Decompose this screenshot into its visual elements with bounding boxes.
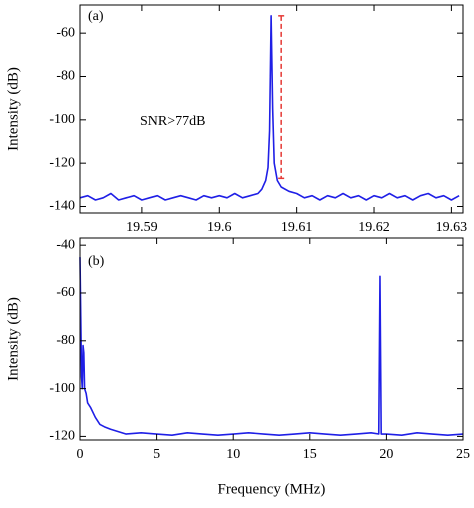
y-tick-label: -60 (56, 285, 75, 300)
plot-frame (79, 4, 464, 214)
plot-frame (79, 237, 464, 441)
annotation: (b) (88, 254, 105, 269)
x-tick-label: 0 (77, 447, 84, 462)
y-tick-label: -100 (49, 112, 75, 127)
x-tick-label: 20 (379, 447, 393, 462)
x-axis-label: Frequency (MHz) (218, 481, 326, 497)
x-tick-label: 10 (226, 447, 240, 462)
y-tick-label: -80 (56, 69, 75, 84)
annotation: (a) (88, 9, 104, 24)
y-tick-label: -140 (49, 199, 75, 214)
y-tick-label: -80 (56, 333, 75, 348)
x-tick-label: 19.61 (281, 220, 313, 235)
y-tick-label: -120 (49, 429, 75, 444)
x-tick-label: 19.6 (207, 220, 232, 235)
y-tick-label: -100 (49, 381, 75, 396)
x-tick-label: 5 (153, 447, 160, 462)
annotation: SNR>77dB (140, 114, 205, 129)
x-tick-label: 19.63 (436, 220, 468, 235)
y-axis-label: Intensity (dB) (5, 67, 21, 151)
y-axis-label: Intensity (dB) (5, 297, 21, 381)
spectrum-line (79, 257, 464, 437)
x-tick-label: 15 (303, 447, 317, 462)
x-tick-label: 19.62 (358, 220, 390, 235)
spectrum-line (79, 15, 460, 201)
x-tick-label: 19.59 (126, 220, 158, 235)
y-tick-label: -40 (56, 237, 75, 252)
y-tick-label: -60 (56, 25, 75, 40)
y-tick-label: -120 (49, 155, 75, 170)
x-tick-label: 25 (456, 447, 470, 462)
